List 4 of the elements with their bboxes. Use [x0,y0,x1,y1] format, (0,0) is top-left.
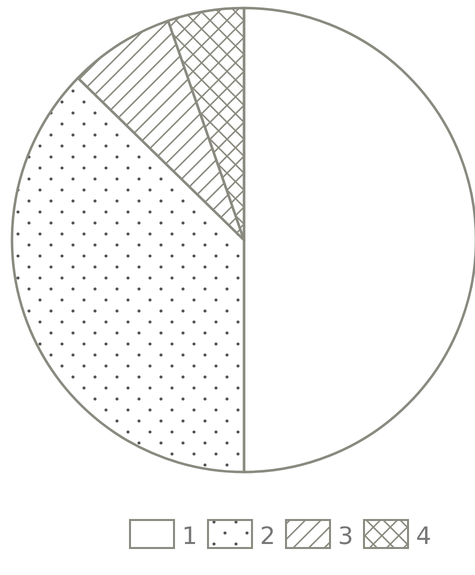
legend-label: 4 [416,522,432,550]
legend-label: 1 [182,522,198,550]
legend-label: 3 [338,522,354,550]
legend-label: 2 [260,522,276,550]
